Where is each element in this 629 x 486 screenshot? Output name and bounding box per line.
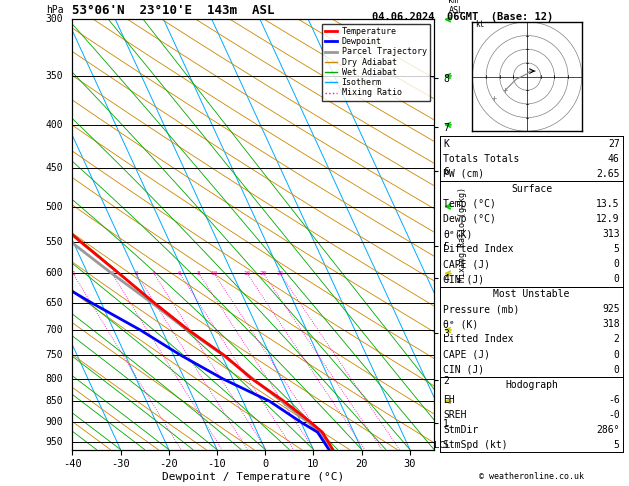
Text: Pressure (mb): Pressure (mb)	[443, 304, 520, 314]
Text: -6: -6	[608, 395, 620, 405]
Text: θᵉ (K): θᵉ (K)	[443, 319, 479, 330]
Text: 16: 16	[243, 271, 251, 276]
Text: 10: 10	[211, 271, 218, 276]
Text: 46: 46	[608, 154, 620, 164]
Text: 400: 400	[46, 120, 64, 130]
Text: 5: 5	[614, 440, 620, 450]
Text: 04.06.2024  06GMT  (Base: 12): 04.06.2024 06GMT (Base: 12)	[372, 12, 553, 22]
Text: 0: 0	[614, 349, 620, 360]
Text: 550: 550	[46, 237, 64, 246]
Text: kt: kt	[475, 20, 484, 29]
Text: 850: 850	[46, 396, 64, 406]
Text: +: +	[492, 94, 497, 103]
Text: © weatheronline.co.uk: © weatheronline.co.uk	[479, 472, 584, 481]
Text: CAPE (J): CAPE (J)	[443, 349, 491, 360]
Text: StmSpd (kt): StmSpd (kt)	[443, 440, 508, 450]
Text: LCL: LCL	[434, 441, 450, 450]
Text: 5: 5	[614, 244, 620, 254]
Text: PW (cm): PW (cm)	[443, 169, 484, 179]
Text: 450: 450	[46, 163, 64, 173]
Text: 313: 313	[602, 229, 620, 239]
Text: 286°: 286°	[596, 425, 620, 435]
Text: Totals Totals: Totals Totals	[443, 154, 520, 164]
Text: 0: 0	[614, 364, 620, 375]
Text: 750: 750	[46, 350, 64, 360]
Text: 2: 2	[614, 334, 620, 345]
Text: SREH: SREH	[443, 410, 467, 420]
Text: 13.5: 13.5	[596, 199, 620, 209]
Text: 2.65: 2.65	[596, 169, 620, 179]
Text: CIN (J): CIN (J)	[443, 274, 484, 284]
Text: Mixing Ratio (g/kg): Mixing Ratio (g/kg)	[459, 187, 467, 282]
Text: 650: 650	[46, 298, 64, 308]
Text: Surface: Surface	[511, 184, 552, 194]
Text: Lifted Index: Lifted Index	[443, 244, 514, 254]
Text: K: K	[443, 139, 449, 149]
Text: 12.9: 12.9	[596, 214, 620, 224]
Text: 53°06'N  23°10'E  143m  ASL: 53°06'N 23°10'E 143m ASL	[72, 4, 275, 17]
Text: -0: -0	[608, 410, 620, 420]
Text: EH: EH	[443, 395, 455, 405]
Text: 950: 950	[46, 437, 64, 447]
Text: 25: 25	[276, 271, 284, 276]
X-axis label: Dewpoint / Temperature (°C): Dewpoint / Temperature (°C)	[162, 472, 344, 482]
Text: 925: 925	[602, 304, 620, 314]
Text: 350: 350	[46, 71, 64, 81]
Text: Hodograph: Hodograph	[505, 380, 558, 390]
Text: Lifted Index: Lifted Index	[443, 334, 514, 345]
Text: +: +	[503, 86, 508, 95]
Text: 900: 900	[46, 417, 64, 427]
Text: 500: 500	[46, 202, 64, 212]
Text: 700: 700	[46, 325, 64, 335]
Text: 0: 0	[614, 274, 620, 284]
Text: Dewp (°C): Dewp (°C)	[443, 214, 496, 224]
Legend: Temperature, Dewpoint, Parcel Trajectory, Dry Adiabat, Wet Adiabat, Isotherm, Mi: Temperature, Dewpoint, Parcel Trajectory…	[321, 24, 430, 101]
Text: 1: 1	[71, 271, 75, 276]
Text: 300: 300	[46, 15, 64, 24]
Text: 20: 20	[260, 271, 267, 276]
Text: 6: 6	[178, 271, 182, 276]
Text: Temp (°C): Temp (°C)	[443, 199, 496, 209]
Text: 2: 2	[110, 271, 114, 276]
Text: Most Unstable: Most Unstable	[493, 289, 570, 299]
Text: StmDir: StmDir	[443, 425, 479, 435]
Text: hPa: hPa	[46, 5, 64, 15]
Text: CAPE (J): CAPE (J)	[443, 259, 491, 269]
Text: 27: 27	[608, 139, 620, 149]
Text: 0: 0	[614, 259, 620, 269]
Text: CIN (J): CIN (J)	[443, 364, 484, 375]
Text: θᵉ(K): θᵉ(K)	[443, 229, 473, 239]
Text: km
ASL: km ASL	[448, 0, 464, 15]
Text: 8: 8	[197, 271, 201, 276]
Text: 318: 318	[602, 319, 620, 330]
Text: 600: 600	[46, 268, 64, 278]
Text: 800: 800	[46, 374, 64, 384]
Text: 4: 4	[152, 271, 156, 276]
Text: 3: 3	[135, 271, 138, 276]
